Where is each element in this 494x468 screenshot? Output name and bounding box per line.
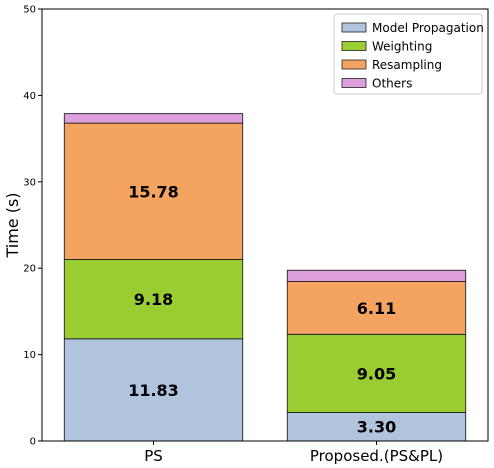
y-axis: 0 10 20 30 40 50 — [23, 5, 42, 448]
legend-label: Others — [372, 77, 412, 91]
x-axis: PS Proposed.(PS&PL) — [144, 441, 443, 465]
y-tick-label: 20 — [23, 264, 36, 275]
data-label: 6.11 — [357, 299, 396, 318]
bar-segment — [286, 333, 467, 413]
legend-swatch — [341, 41, 367, 51]
bar-segment — [286, 412, 467, 442]
data-labels-layer: 11.83 9.18 15.78 3.30 9.05 6.11 — [128, 182, 396, 436]
y-tick-label: 40 — [23, 91, 36, 102]
data-label: 9.05 — [357, 364, 396, 383]
y-tick-label: 50 — [23, 5, 36, 16]
y-tick-label: 10 — [23, 350, 36, 361]
y-tick-label: 30 — [23, 177, 36, 188]
bars-layer — [63, 113, 467, 442]
bar-segment — [63, 259, 244, 340]
data-label: 15.78 — [128, 182, 179, 201]
bar-segment — [286, 281, 467, 335]
bar-segment — [63, 113, 244, 124]
y-tick-label: 0 — [30, 437, 36, 448]
x-tick-label: Proposed.(PS&PL) — [310, 447, 443, 465]
legend-swatch — [341, 59, 367, 70]
legend-label: Resampling — [372, 58, 442, 72]
legend-label: Model Propagation — [372, 21, 484, 35]
legend-swatch — [341, 78, 367, 88]
bar-segment — [286, 269, 467, 282]
data-label: 11.83 — [128, 381, 179, 400]
x-tick-label: PS — [144, 447, 163, 465]
plot-area-frame — [41, 8, 489, 442]
y-axis-title: Time (s) — [3, 192, 22, 258]
legend: Model Propagation Weighting Resampling Othe… — [333, 13, 484, 95]
legend-label: Weighting — [372, 40, 432, 54]
bar-segment — [63, 338, 244, 442]
data-label: 9.18 — [134, 290, 173, 309]
legend-box — [333, 13, 483, 95]
legend-swatch — [341, 22, 367, 33]
data-label: 3.30 — [357, 418, 396, 437]
